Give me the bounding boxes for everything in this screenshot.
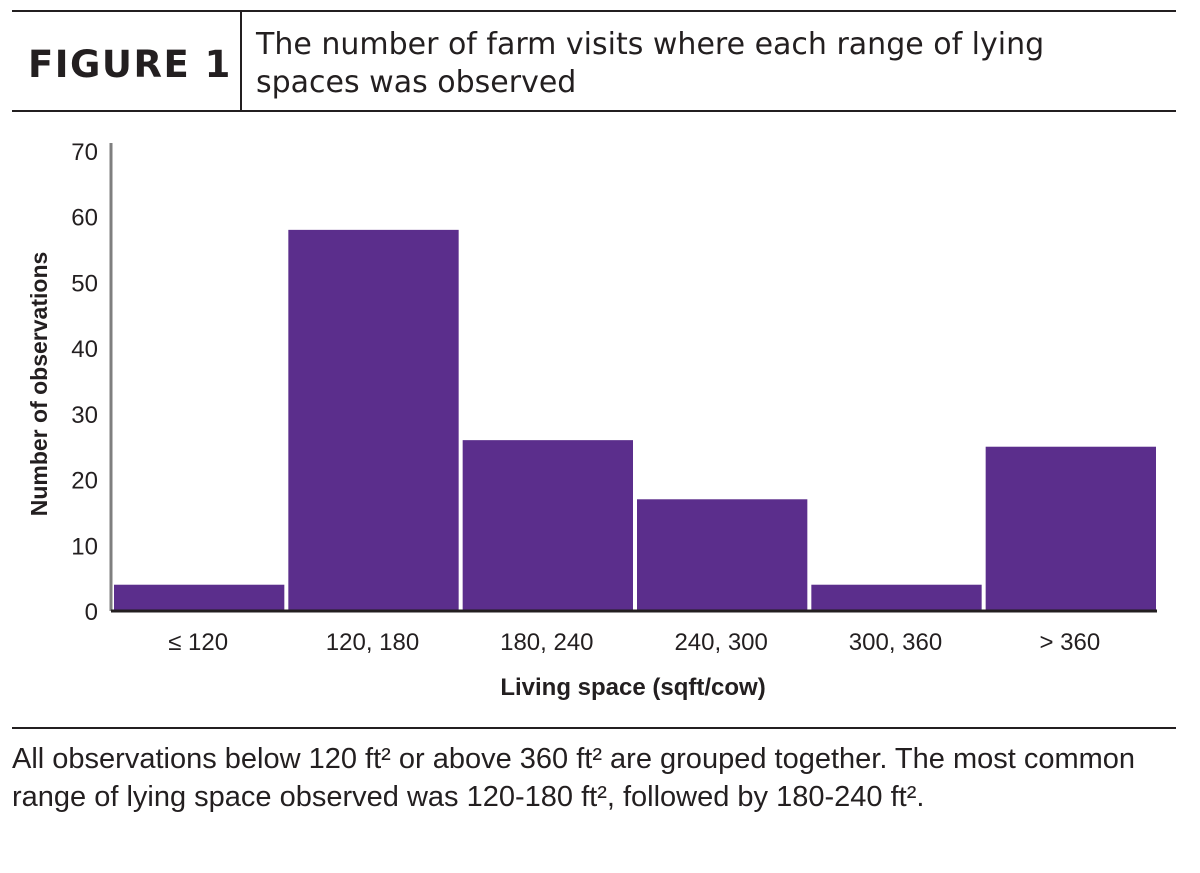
figure-caption: All observations below 120 ft² or above …: [12, 743, 1136, 813]
y-tick-label: 10: [71, 533, 98, 560]
x-axis-label: Living space (sqft/cow): [500, 674, 765, 701]
x-tick-label: 120, 180: [326, 629, 419, 656]
bar-chart: 0 10 20 30 40 50 60 70 ≤ 120 120, 180 180, 240 240…: [26, 139, 1157, 701]
x-tick-label: > 360: [1039, 629, 1100, 656]
y-tick-label: 50: [71, 270, 98, 297]
y-tick-label: 60: [71, 205, 98, 232]
y-tick-label: 30: [71, 402, 98, 429]
caption-top-rule: [12, 727, 1176, 729]
y-tick-label: 40: [71, 336, 98, 363]
top-rule: [12, 10, 1176, 12]
x-tick-labels: ≤ 120 120, 180 180, 240 240, 300 300, 360 > 3…: [168, 629, 1100, 656]
chart-title: The number of farm visits where each ran…: [256, 27, 1045, 100]
y-tick-label: 0: [85, 599, 98, 626]
y-tick-label: 70: [71, 139, 98, 166]
bars-group: [114, 229, 1156, 611]
bar-5: [985, 446, 1156, 611]
y-tick-labels: 0 10 20 30 40 50 60 70: [71, 139, 98, 626]
x-tick-label: 180, 240: [500, 629, 593, 656]
header-bottom-rule: [12, 110, 1176, 112]
y-axis-label: Number of observations: [26, 252, 52, 517]
bar-1: [288, 229, 459, 611]
bar-3: [637, 499, 808, 611]
figure-label: FIGURE 1: [28, 43, 232, 86]
figure-header: FIGURE 1 The number of farm visits where…: [12, 12, 1176, 110]
bar-4: [811, 584, 982, 611]
bar-0: [114, 584, 285, 611]
x-tick-label: 300, 360: [849, 629, 942, 656]
x-tick-label: 240, 300: [674, 629, 767, 656]
y-tick-label: 20: [71, 468, 98, 495]
bar-2: [462, 440, 633, 611]
x-tick-label: ≤ 120: [168, 629, 228, 656]
header-divider: [240, 12, 242, 110]
